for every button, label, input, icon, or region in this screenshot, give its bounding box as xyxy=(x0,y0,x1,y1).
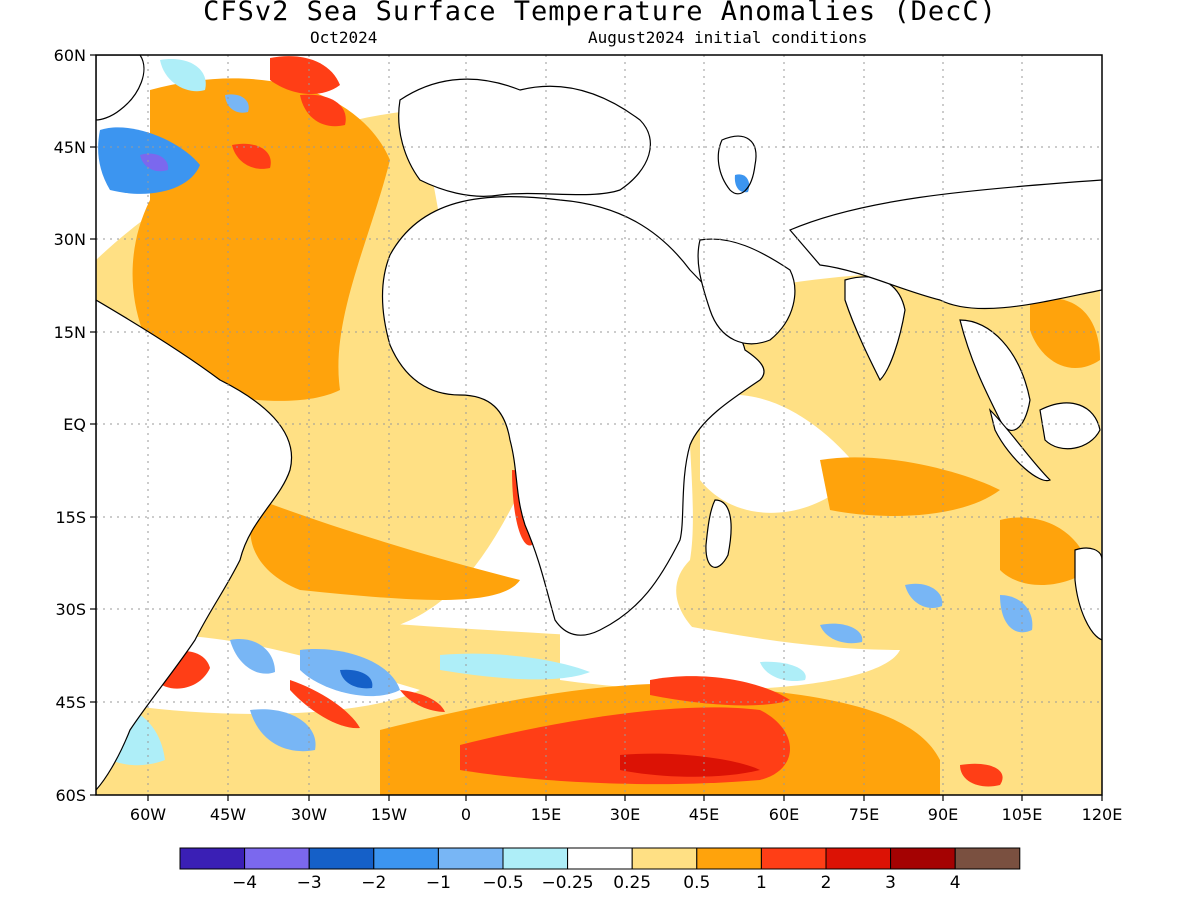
colorbar-swatch xyxy=(502,847,569,870)
colorbar-label: 4 xyxy=(950,873,961,893)
lat-label: 60S xyxy=(55,786,86,805)
colorbar-swatch xyxy=(954,847,1021,870)
anomaly-red-southern-3 xyxy=(960,763,1003,787)
colorbar-label: −0.25 xyxy=(542,873,594,893)
lon-label: 120E xyxy=(1082,805,1123,824)
anomaly-blue-caspian xyxy=(734,174,750,193)
lat-label: 30S xyxy=(55,600,86,619)
europe-outline xyxy=(398,78,651,197)
anomaly-blue-ind-1 xyxy=(905,583,943,608)
south-america-outline xyxy=(96,299,293,791)
anomaly-blue-satl-3 xyxy=(250,709,316,752)
coastlines xyxy=(96,55,1102,791)
lon-label: 15W xyxy=(371,805,407,824)
anomaly-blue-satl-2 xyxy=(230,639,275,674)
axis-ticks xyxy=(90,54,1103,801)
lon-label: 0 xyxy=(461,805,471,824)
borneo-outline xyxy=(1039,402,1101,450)
colorbar-label: −0.5 xyxy=(482,873,523,893)
anomaly-lightblue-natl xyxy=(160,59,206,92)
initial-conditions: August2024 initial conditions xyxy=(588,28,868,47)
lon-label: 105E xyxy=(1002,805,1043,824)
anomaly-blue-ind-2 xyxy=(1000,595,1033,633)
lon-label: 30E xyxy=(610,805,640,824)
lat-label: 45S xyxy=(55,693,86,712)
arabia-outline xyxy=(697,238,796,345)
gridlines xyxy=(96,55,1102,795)
lon-label: 60W xyxy=(130,805,166,824)
lat-label: 15S xyxy=(55,508,86,527)
anomaly-red-satl-streak-2 xyxy=(400,690,445,712)
colorbar xyxy=(179,847,1021,870)
lon-label: 30W xyxy=(291,805,327,824)
colorbar-label: 1 xyxy=(756,873,767,893)
anomaly-blue-satl-core xyxy=(340,669,373,689)
map-frame xyxy=(95,54,1103,796)
colorbar-label: 0.25 xyxy=(613,873,651,893)
anomaly-red-natl-1 xyxy=(270,56,340,95)
colorbar-label: −1 xyxy=(426,873,451,893)
forecast-month: Oct2024 xyxy=(310,28,378,47)
anomaly-red-natl-3 xyxy=(232,143,271,169)
anomaly-red-southern-2 xyxy=(650,676,790,706)
lon-label: 75E xyxy=(849,805,879,824)
anomaly-orange-ind-2 xyxy=(1000,517,1090,585)
colorbar-swatch xyxy=(567,847,633,870)
colorbar-swatch xyxy=(373,847,439,870)
lat-label: 45N xyxy=(54,138,86,157)
anomaly-orange-ind-1 xyxy=(820,457,1000,516)
anomaly-darkred-southern xyxy=(620,753,760,777)
lon-label: 45E xyxy=(689,805,719,824)
greenland-outline xyxy=(96,55,145,121)
lat-label: 60N xyxy=(54,46,86,65)
lat-label: 30N xyxy=(54,230,86,249)
anomaly-orange-satl xyxy=(250,500,521,600)
colorbar-swatch xyxy=(760,847,827,870)
colorbar-swatch xyxy=(890,847,956,870)
lon-label: 45W xyxy=(210,805,246,824)
lon-label: 15E xyxy=(531,805,561,824)
colorbar-swatch xyxy=(244,847,310,870)
caspian-outline xyxy=(717,135,757,195)
colorbar-label: 0.5 xyxy=(683,873,710,893)
colorbar-label: −2 xyxy=(361,873,386,893)
colorbar-swatch xyxy=(696,847,762,870)
lat-label: 15N xyxy=(54,323,86,342)
anomaly-red-satl-streak xyxy=(290,680,360,729)
colorbar-label: 3 xyxy=(885,873,896,893)
asia-outline xyxy=(789,179,1102,310)
longitude-labels: 60W 45W 30W 15W 0 15E 30E 45E 60E 75E 90… xyxy=(130,805,1122,824)
colorbar-swatch xyxy=(825,847,892,870)
lon-label: 60E xyxy=(769,805,799,824)
lon-label: 90E xyxy=(928,805,958,824)
sumatra-outline xyxy=(988,408,1052,482)
anomaly-blue-natl-2 xyxy=(225,94,249,113)
colorbar-swatch xyxy=(179,847,246,870)
colorbar-swatch xyxy=(631,847,698,870)
colorbar-labels: −4 −3 −2 −1 −0.5 −0.25 0.25 0.5 1 2 3 4 xyxy=(232,873,961,893)
africa-outline xyxy=(381,196,765,636)
colorbar-label: −4 xyxy=(232,873,257,893)
southeast-asia-outline xyxy=(959,319,1031,431)
anomaly-blue-ind-3 xyxy=(820,623,863,644)
anomaly-field xyxy=(96,56,1102,795)
colorbar-swatch xyxy=(308,847,375,870)
anomaly-orange-ind-3 xyxy=(1030,298,1100,369)
colorbar-swatch xyxy=(437,847,504,870)
latitude-labels: 60N 45N 30N 15N EQ 15S 30S 45S 60S xyxy=(54,46,86,805)
lat-label: EQ xyxy=(63,415,86,434)
map-title: CFSv2 Sea Surface Temperature Anomalies … xyxy=(203,0,997,27)
anomaly-white-2 xyxy=(560,600,900,690)
anomaly-red-natl-2 xyxy=(300,94,346,127)
anomaly-lightblue-ind xyxy=(760,661,806,682)
colorbar-label: −3 xyxy=(297,873,322,893)
anomaly-orange-natl xyxy=(132,78,390,401)
anomaly-lightblue-saf xyxy=(440,653,590,680)
colorbar-label: 2 xyxy=(821,873,832,893)
anomaly-purple-natl xyxy=(140,153,169,172)
